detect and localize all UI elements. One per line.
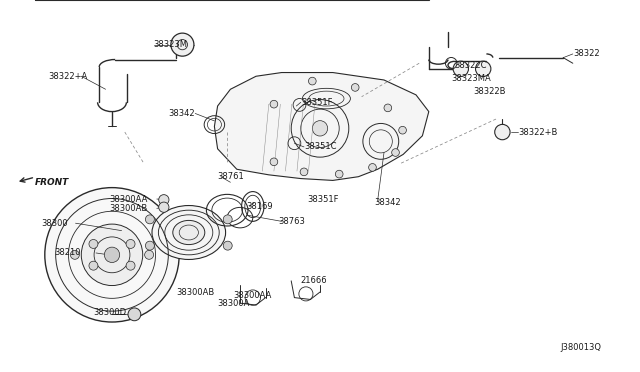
Circle shape [270,158,278,166]
Circle shape [384,104,392,112]
Circle shape [89,261,98,270]
Circle shape [399,126,406,134]
Circle shape [312,121,328,136]
Text: 38300AB: 38300AB [176,288,214,296]
Text: 38342: 38342 [168,109,195,118]
Circle shape [223,241,232,250]
Text: J380013Q: J380013Q [560,343,601,352]
Text: 38300AA: 38300AA [109,195,147,203]
Text: 38351C: 38351C [304,142,337,151]
Circle shape [476,61,491,77]
Circle shape [145,250,154,259]
Text: 38763: 38763 [278,217,305,226]
Text: 38351F: 38351F [307,195,339,203]
Circle shape [495,124,510,140]
Text: 38351F: 38351F [301,98,332,107]
Text: 38300A: 38300A [218,299,250,308]
Circle shape [81,224,143,286]
Circle shape [89,240,98,248]
Text: 38342: 38342 [374,198,401,207]
Text: 38322+A: 38322+A [48,72,87,81]
Circle shape [171,33,194,56]
Circle shape [270,100,278,108]
Circle shape [300,168,308,176]
Circle shape [45,187,179,322]
Text: 38300AA: 38300AA [234,291,272,300]
Circle shape [335,170,343,178]
Circle shape [453,61,468,77]
Text: 38761: 38761 [218,172,244,181]
Text: 38322: 38322 [573,49,600,58]
Circle shape [126,240,135,248]
Circle shape [223,215,232,224]
Circle shape [145,215,154,224]
Circle shape [70,250,79,259]
Circle shape [159,195,169,205]
Circle shape [145,241,154,250]
Circle shape [351,84,359,91]
Text: 38322C: 38322C [454,61,487,70]
Circle shape [369,164,376,171]
Text: 38323M: 38323M [154,40,188,49]
Text: 38323MA: 38323MA [451,74,491,83]
Circle shape [392,149,399,156]
Text: 21666: 21666 [301,276,328,285]
Text: 38300: 38300 [42,219,68,228]
Text: FRONT: FRONT [35,178,70,187]
Circle shape [104,247,120,263]
Circle shape [126,261,135,270]
Polygon shape [214,73,429,180]
Text: 38169: 38169 [246,202,273,211]
Text: 38210: 38210 [54,248,81,257]
Text: 38300AB: 38300AB [109,204,147,213]
Circle shape [159,202,169,212]
Ellipse shape [152,205,226,260]
Ellipse shape [173,220,205,245]
Text: 38322B: 38322B [474,87,506,96]
Circle shape [128,308,141,321]
Text: 38300D: 38300D [93,308,126,317]
Text: 38322+B: 38322+B [518,128,558,137]
Circle shape [308,77,316,85]
